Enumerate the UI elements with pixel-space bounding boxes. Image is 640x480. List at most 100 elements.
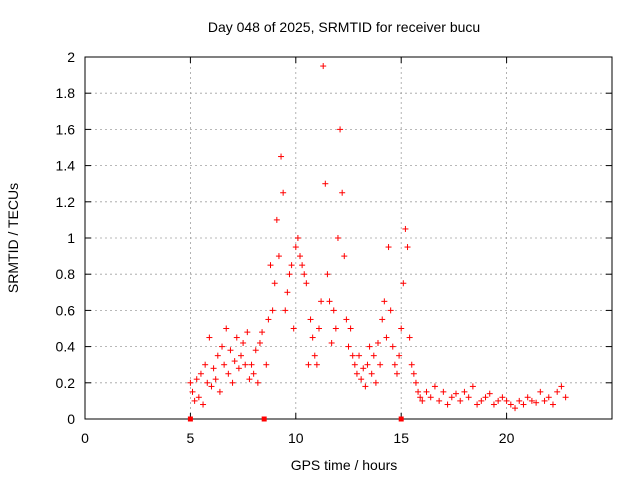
data-point [448, 394, 455, 401]
data-point [375, 339, 382, 346]
data-point [436, 397, 443, 404]
data-point [366, 343, 373, 350]
data-point [328, 339, 335, 346]
data-point [558, 383, 565, 390]
data-point [402, 225, 409, 232]
data-point [193, 376, 200, 383]
data-point [343, 316, 350, 323]
data-point [461, 388, 468, 395]
data-point [313, 361, 320, 368]
x-tick-label: 10 [288, 430, 304, 446]
data-point [318, 298, 325, 305]
data-point [337, 126, 344, 133]
data-point [524, 394, 531, 401]
data-point [533, 399, 540, 406]
data-point [370, 352, 377, 359]
data-point [408, 361, 415, 368]
data-point [377, 361, 384, 368]
y-tick-label: 1 [67, 230, 75, 246]
data-point [495, 397, 502, 404]
data-point [292, 244, 299, 251]
data-point [259, 329, 266, 336]
data-point [412, 379, 419, 386]
zero-marker [398, 416, 404, 422]
data-point [396, 352, 403, 359]
data-point [197, 370, 204, 377]
data-point [216, 388, 223, 395]
data-point [404, 244, 411, 251]
chart-title: Day 048 of 2025, SRMTID for receiver buc… [208, 19, 480, 35]
data-point [406, 334, 413, 341]
data-point [263, 361, 270, 368]
data-point [419, 397, 426, 404]
data-point [307, 316, 314, 323]
y-tick-label: 0.4 [56, 339, 76, 355]
data-point [252, 347, 259, 354]
x-axis-label: GPS time / hours [291, 457, 398, 473]
data-point [391, 361, 398, 368]
data-point [200, 401, 207, 408]
data-point [339, 189, 346, 196]
data-point [280, 189, 287, 196]
data-point [294, 235, 301, 241]
data-point [242, 361, 249, 368]
data-point [453, 390, 460, 397]
data-point [499, 394, 506, 401]
data-point [237, 352, 244, 359]
data-point [235, 365, 242, 372]
plot-frame [84, 56, 613, 420]
y-axis-label: SRMTID / TECUs [5, 183, 21, 293]
data-point [398, 325, 405, 332]
data-point [362, 383, 369, 390]
data-point [349, 352, 356, 359]
x-tick-label: 5 [187, 430, 195, 446]
data-point [202, 361, 209, 368]
data-point [423, 388, 430, 395]
data-point [482, 394, 489, 401]
data-point [360, 365, 367, 372]
data-point [469, 383, 476, 390]
zero-marker [187, 416, 193, 422]
data-point [417, 394, 424, 401]
data-point [457, 397, 464, 404]
data-point [244, 329, 251, 336]
data-point [250, 370, 257, 377]
data-point [400, 280, 407, 287]
data-point [516, 397, 523, 404]
data-point [210, 365, 217, 372]
data-point [393, 370, 400, 377]
data-point [233, 334, 240, 341]
data-point [528, 397, 535, 404]
data-point [212, 376, 219, 383]
data-point [465, 394, 472, 401]
data-point [204, 379, 211, 386]
data-point [345, 343, 352, 350]
data-point [545, 394, 552, 401]
data-point [512, 405, 519, 412]
data-point [299, 262, 306, 269]
data-point [227, 347, 234, 354]
data-point [368, 370, 375, 377]
data-point [284, 289, 291, 296]
data-point [309, 334, 316, 341]
data-point [256, 339, 263, 346]
data-point [372, 379, 379, 386]
data-point [440, 388, 447, 395]
data-point [427, 394, 434, 401]
grid-lines [84, 56, 612, 420]
data-points [187, 63, 569, 422]
data-point [444, 401, 451, 408]
data-point [305, 361, 312, 368]
y-tick-label: 0.8 [56, 266, 76, 282]
data-point [549, 401, 556, 408]
axis-ticks: 00.20.40.60.811.21.41.61.820 5 10 15 20 [56, 49, 612, 446]
data-point [347, 325, 354, 332]
data-point [383, 334, 390, 341]
data-point [322, 180, 329, 187]
data-point [286, 271, 293, 278]
data-point [290, 325, 297, 332]
data-point [389, 343, 396, 350]
y-tick-label: 0 [67, 411, 75, 427]
data-point [341, 253, 348, 260]
data-point [503, 397, 510, 404]
